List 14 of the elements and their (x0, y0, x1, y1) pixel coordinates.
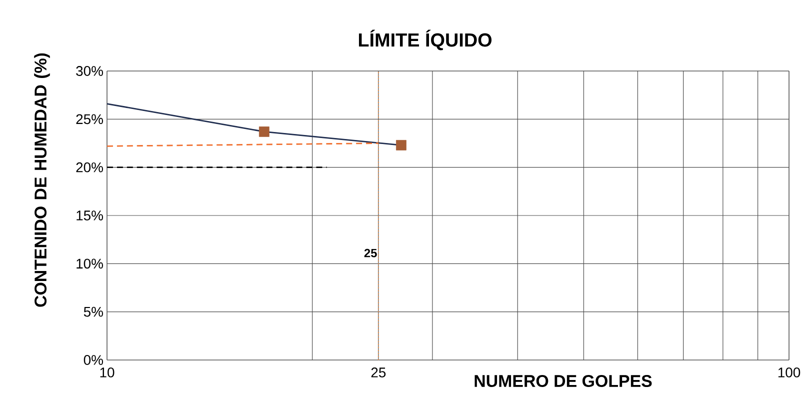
y-tick-label: 20% (76, 162, 103, 172)
y-tick-label: 25% (76, 114, 103, 124)
x-tick-label: 10 (100, 368, 114, 378)
y-tick-label: 0% (84, 355, 103, 365)
y-axis-title: CONTENIDO DE HUMEDAD (%) (34, 53, 50, 307)
y-tick-label: 5% (84, 306, 103, 317)
y-tick-label: 30% (76, 66, 103, 76)
x-tick-label: 100 (778, 368, 800, 378)
x-axis-title: NUMERO DE GOLPES (474, 375, 652, 387)
y-tick-label: 10% (76, 258, 103, 269)
ref-line-label: 25 (364, 248, 377, 258)
x-tick-label: 25 (371, 368, 386, 378)
chart-title: LÍMITE ÍQUIDO (358, 30, 492, 50)
y-tick-label: 15% (76, 210, 103, 220)
